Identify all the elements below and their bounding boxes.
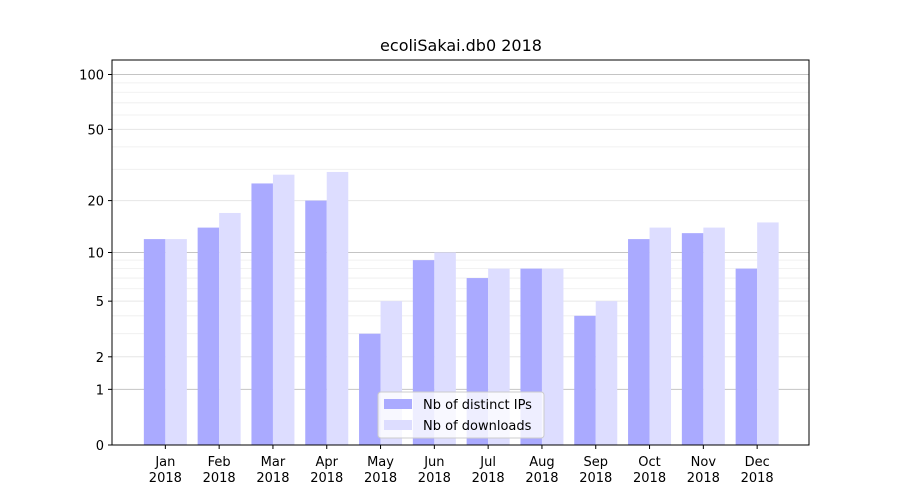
y-tick-label: 10: [87, 247, 104, 262]
legend-swatch: [384, 399, 412, 409]
bar-distinct-ips: [359, 333, 381, 445]
bar-downloads: [541, 268, 564, 445]
bar-downloads: [326, 171, 349, 445]
bar-distinct-ips: [574, 315, 596, 445]
legend-label: Nb of downloads: [423, 419, 532, 434]
y-tick-label: 0: [96, 439, 104, 454]
x-tick-label: Nov 2018: [687, 455, 720, 486]
x-tick-label: Mar 2018: [256, 455, 289, 486]
bar-downloads: [757, 222, 779, 445]
legend-box: [377, 391, 545, 439]
x-tick-label: Sep 2018: [579, 455, 612, 486]
bar-downloads: [165, 239, 187, 445]
bar-downloads: [649, 227, 672, 445]
y-tick-label: 100: [79, 69, 104, 84]
x-tick-label: Dec 2018: [741, 455, 774, 486]
x-tick-label: Jun 2018: [418, 455, 451, 486]
bar-downloads: [595, 301, 618, 445]
bar-distinct-ips: [143, 239, 166, 445]
bar-distinct-ips: [735, 268, 758, 445]
bar-downloads: [272, 174, 295, 446]
bar-distinct-ips: [197, 227, 220, 445]
x-tick-label: Apr 2018: [310, 455, 343, 486]
legend: Nb of distinct IPs Nb of downloads: [377, 391, 545, 439]
y-tick-label: 20: [87, 195, 104, 210]
legend-swatch: [384, 420, 412, 430]
y-tick-label: 50: [87, 123, 104, 138]
y-axis: 0 1 2 5 10 20 50 100: [79, 69, 112, 454]
x-tick-label: Jul 2018: [472, 455, 505, 486]
x-tick-label: Oct 2018: [633, 455, 666, 486]
x-tick-label: Jan 2018: [149, 455, 182, 486]
x-tick-label: Aug 2018: [525, 455, 558, 486]
chart-title: ecoliSakai.db0 2018: [380, 36, 542, 55]
bar-distinct-ips: [305, 200, 327, 445]
x-axis: Jan 2018 Feb 2018 Mar 2018 Apr 2018 May 2018 Jun 20…: [149, 445, 774, 486]
bar-distinct-ips: [681, 233, 704, 445]
bar-distinct-ips: [251, 183, 273, 445]
x-tick-label: Feb 2018: [203, 455, 236, 486]
y-tick-label: 2: [96, 351, 104, 366]
bar-downloads: [219, 212, 241, 445]
y-tick-label: 1: [96, 383, 104, 398]
y-tick-label: 5: [96, 295, 104, 310]
legend-label: Nb of distinct IPs: [423, 398, 532, 413]
bar-distinct-ips: [628, 239, 650, 445]
bar-downloads: [703, 227, 725, 445]
x-tick-label: May 2018: [364, 455, 397, 486]
